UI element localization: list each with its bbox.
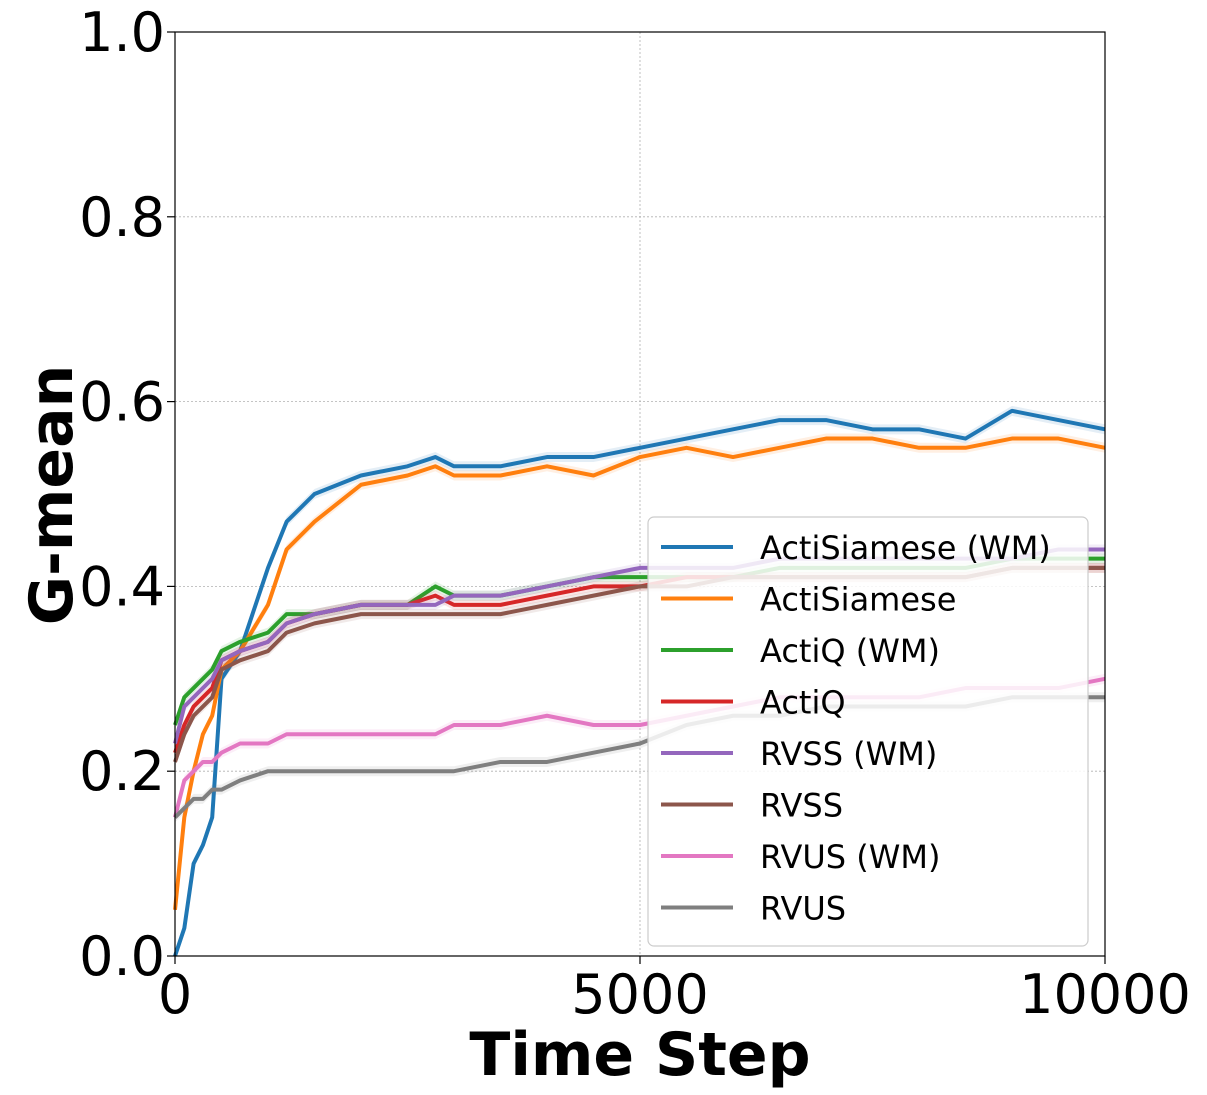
y-tick-label: 0.0 (79, 925, 165, 988)
series-line-0 (173, 408, 1106, 957)
legend: ActiSiamese (WM) ActiSiamese ActiQ (WM) Act… (647, 516, 1089, 947)
y-tick-label: 0.4 (79, 555, 165, 618)
legend-box (647, 516, 1089, 947)
x-axis-title: Time Step (469, 1020, 810, 1090)
legend-label: RVSS (WM) (760, 735, 937, 773)
legend-label: RVUS (760, 890, 846, 928)
axis-ticks: 0.0 0.2 0.4 0.6 0.8 1.0 0 5000 10000 (79, 1, 1191, 1026)
y-tick-label: 0.6 (79, 371, 165, 434)
y-tick-label: 0.2 (79, 740, 165, 803)
series-line-1 (173, 436, 1106, 911)
legend-label: RVUS (WM) (760, 838, 941, 876)
y-tick-label: 0.8 (79, 186, 165, 249)
legend-label: ActiSiamese (760, 581, 956, 619)
y-tick-label: 1.0 (79, 1, 165, 64)
x-tick-label: 10000 (1019, 963, 1191, 1026)
legend-label: ActiSiamese (WM) (760, 529, 1051, 567)
y-axis-title: G-mean (17, 365, 87, 626)
legend-label: ActiQ (760, 684, 846, 722)
x-tick-label: 5000 (571, 963, 708, 1026)
x-tick-label: 0 (158, 963, 192, 1026)
legend-label: ActiQ (WM) (760, 632, 940, 670)
legend-label: RVSS (760, 787, 843, 825)
